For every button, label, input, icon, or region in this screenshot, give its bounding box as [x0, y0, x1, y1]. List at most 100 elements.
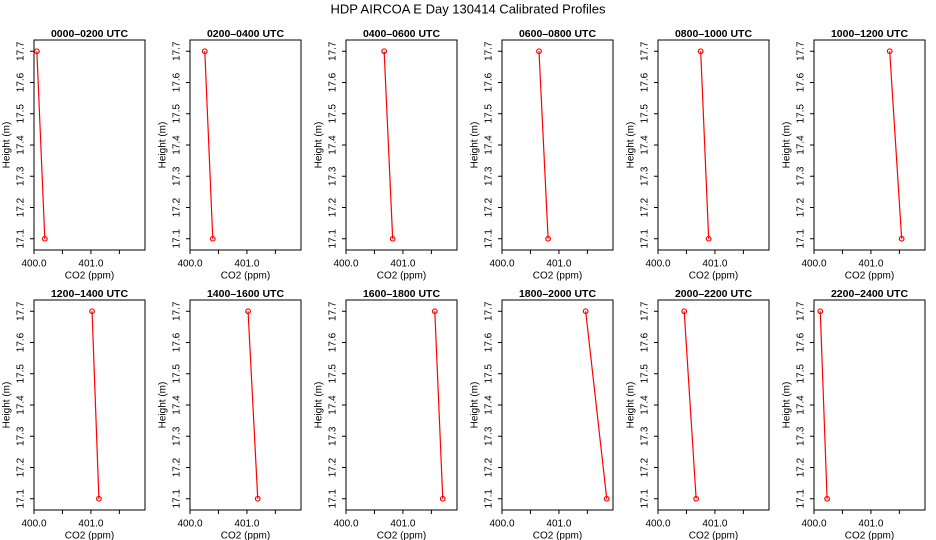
y-tick-label: 17.1 [640, 229, 651, 249]
panel-title: 0800–1000 UTC [675, 28, 752, 40]
x-tick-label: 401.0 [390, 519, 415, 530]
y-tick-label: 17.3 [484, 426, 495, 446]
plot-frame [33, 39, 146, 251]
y-axis-label: Height (m) [470, 382, 481, 429]
x-tick-label: 401.0 [390, 259, 415, 270]
data-point [439, 495, 446, 502]
panel-title: 0200–0400 UTC [207, 28, 284, 40]
data-point [898, 235, 905, 242]
y-tick-label: 17.7 [172, 301, 183, 321]
y-tick-label: 17.5 [640, 104, 651, 124]
data-point [545, 235, 552, 242]
y-tick-label: 17.7 [640, 41, 651, 61]
y-tick-label: 17.3 [16, 166, 27, 186]
y-tick-label: 17.1 [172, 229, 183, 249]
profile-line [585, 311, 608, 499]
data-point [582, 308, 589, 315]
y-tick-label: 17.1 [484, 229, 495, 249]
y-tick-label: 17.1 [16, 229, 27, 249]
data-point [389, 235, 396, 242]
y-tick-label: 17.5 [328, 364, 339, 384]
data-point [697, 48, 704, 55]
y-tick-label: 17.7 [172, 41, 183, 61]
x-axis-label: CO2 (ppm) [845, 271, 894, 282]
plot-frame [345, 39, 458, 251]
y-tick-label: 17.2 [640, 457, 651, 477]
plot-frame [189, 299, 302, 511]
y-tick-label: 17.6 [484, 332, 495, 352]
y-tick-label: 17.7 [328, 41, 339, 61]
plot-frame [345, 299, 458, 511]
y-tick-label: 17.5 [796, 104, 807, 124]
y-tick-label: 17.4 [172, 135, 183, 155]
x-axis-label: CO2 (ppm) [533, 531, 582, 540]
x-tick-label: 401.0 [702, 519, 727, 530]
x-tick-label: 400.0 [645, 519, 670, 530]
y-axis-label: Height (m) [314, 122, 325, 169]
panel-title: 1400–1600 UTC [207, 288, 284, 300]
y-tick-label: 17.7 [328, 301, 339, 321]
y-tick-label: 17.2 [328, 457, 339, 477]
y-tick-label: 17.4 [16, 135, 27, 155]
y-tick-label: 17.3 [172, 426, 183, 446]
data-point [693, 495, 700, 502]
x-axis-label: CO2 (ppm) [377, 271, 426, 282]
y-tick-label: 17.5 [484, 104, 495, 124]
x-tick-label: 401.0 [546, 519, 571, 530]
profile-line [383, 51, 394, 239]
data-point [33, 48, 40, 55]
y-tick-label: 17.1 [796, 229, 807, 249]
x-tick-label: 401.0 [858, 259, 883, 270]
x-tick-label: 400.0 [645, 259, 670, 270]
panel-title: 1800–2000 UTC [519, 288, 596, 300]
y-tick-label: 17.3 [484, 166, 495, 186]
y-axis-label: Height (m) [2, 122, 13, 169]
y-tick-label: 17.2 [328, 197, 339, 217]
y-tick-label: 17.5 [16, 104, 27, 124]
profile-line [538, 51, 549, 239]
profile-line [91, 311, 100, 499]
y-tick-label: 17.5 [16, 364, 27, 384]
figure-title: HDP AIRCOA E Day 130414 Calibrated Profi… [330, 1, 606, 16]
y-tick-label: 17.6 [328, 72, 339, 92]
profile-line [204, 51, 214, 239]
x-axis-label: CO2 (ppm) [377, 531, 426, 540]
x-axis-label: CO2 (ppm) [65, 271, 114, 282]
plot-frame [657, 39, 770, 251]
y-tick-label: 17.1 [172, 489, 183, 509]
y-tick-label: 17.3 [640, 166, 651, 186]
y-tick-label: 17.6 [172, 72, 183, 92]
plot-frame [189, 39, 302, 251]
y-tick-label: 17.2 [484, 197, 495, 217]
data-point [824, 495, 830, 502]
y-tick-label: 17.7 [16, 301, 27, 321]
y-axis-label: Height (m) [626, 122, 637, 169]
y-tick-label: 17.4 [16, 395, 27, 415]
x-tick-label: 401.0 [858, 519, 883, 530]
y-tick-label: 17.2 [172, 197, 183, 217]
y-tick-label: 17.6 [796, 72, 807, 92]
y-axis-label: Height (m) [314, 382, 325, 429]
data-point [431, 308, 438, 315]
y-axis-label: Height (m) [158, 382, 169, 429]
x-tick-label: 400.0 [801, 519, 826, 530]
y-tick-label: 17.4 [640, 135, 651, 155]
profile-line [683, 311, 697, 499]
data-point [705, 235, 712, 242]
y-axis-label: Height (m) [782, 382, 793, 429]
y-tick-label: 17.4 [640, 395, 651, 415]
x-tick-label: 401.0 [234, 519, 259, 530]
x-tick-label: 401.0 [546, 259, 571, 270]
y-tick-label: 17.5 [172, 364, 183, 384]
y-tick-label: 17.7 [796, 41, 807, 61]
data-point [201, 48, 208, 55]
y-tick-label: 17.1 [796, 489, 807, 509]
panel-title: 1200–1400 UTC [51, 288, 128, 300]
y-tick-label: 17.5 [796, 364, 807, 384]
panel-title: 0600–0800 UTC [519, 28, 596, 40]
y-tick-label: 17.2 [796, 197, 807, 217]
x-tick-label: 400.0 [489, 519, 514, 530]
panel-title: 1600–1800 UTC [363, 288, 440, 300]
y-tick-label: 17.3 [328, 426, 339, 446]
